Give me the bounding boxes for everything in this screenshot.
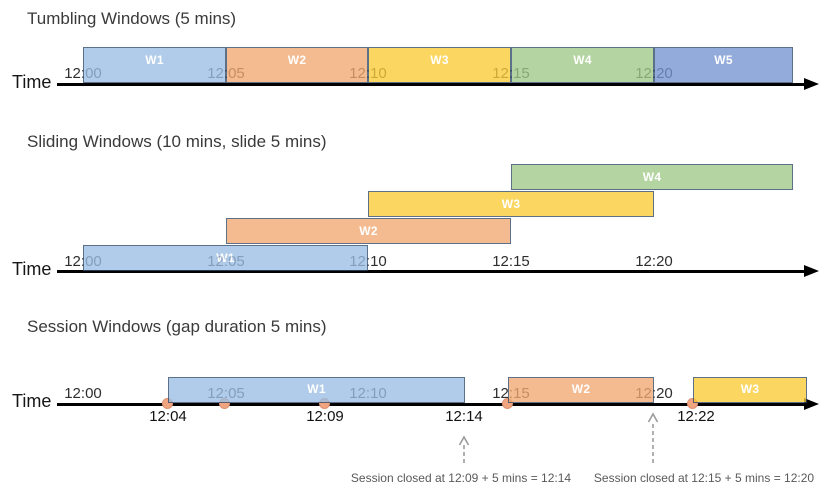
event-label-1204: 12:04 [149,408,187,425]
sliding-axis-arrowhead-icon [804,265,819,277]
sliding-window-w1-label: W1 [216,251,235,265]
tumbling-window-w5-label: W5 [714,53,733,67]
sliding-window-w3-label: W3 [501,197,521,211]
tumbling-time-axis [57,83,805,86]
tumbling-window-w3: W3 [368,47,511,83]
session-close-annotation-2: Session closed at 12:15 + 5 mins = 12:20 [593,471,815,485]
tumbling-window-w1-label: W1 [145,53,164,67]
sliding-tick-1220: 12:20 [635,253,673,270]
sliding-window-w2: W2 [226,218,511,244]
tumbling-window-w2-label: W2 [287,53,307,67]
session-window-w2: W2 [508,377,654,403]
session-window-w3-label: W3 [740,381,760,396]
session-time-axis-label: Time [12,391,52,411]
tumbling-section-title: Tumbling Windows (5 mins) [27,9,237,28]
sliding-window-w2-label: W2 [359,224,378,238]
tumbling-window-w2: W2 [226,47,368,83]
tumbling-axis-arrowhead-icon [804,78,819,90]
tumbling-window-w3-label: W3 [430,53,449,67]
dashed-arrow-1220 [647,412,659,463]
tumbling-window-w4: W4 [511,47,654,83]
tumbling-window-w5: W5 [654,47,793,83]
event-label-1222: 12:22 [677,408,715,425]
event-label-1209: 12:09 [306,408,344,425]
session-window-w1-label: W1 [307,381,326,396]
sliding-window-w4-label: W4 [642,170,662,184]
sliding-window-w3: W3 [368,191,654,217]
event-dot-1222 [687,398,698,409]
event-dot-1215 [502,398,513,409]
sliding-window-w1: W1 [83,245,368,271]
sliding-time-axis [57,270,805,273]
sliding-window-w4: W4 [511,164,793,190]
tumbling-window-w1: W1 [83,47,226,83]
sliding-section-title: Sliding Windows (10 mins, slide 5 mins) [27,132,327,151]
session-window-w2-label: W2 [571,381,591,396]
session-close-annotation-1: Session closed at 12:09 + 5 mins = 12:14 [350,471,572,485]
sliding-time-axis-label: Time [12,259,52,279]
session-section-title: Session Windows (gap duration 5 mins) [27,317,327,336]
session-tick-1200: 12:00 [64,385,102,402]
session-window-w3: W3 [693,377,807,403]
session-time-axis [57,403,805,406]
tumbling-time-axis-label: Time [12,72,52,92]
event-dot-1204 [162,398,173,409]
session-window-w1: W1 [168,377,465,403]
sliding-tick-1215: 12:15 [492,253,530,270]
event-label-1214: 12:14 [445,408,483,425]
session-axis-arrowhead-icon [804,398,819,410]
tumbling-window-w4-label: W4 [573,53,592,67]
dashed-arrow-1214 [458,435,470,463]
